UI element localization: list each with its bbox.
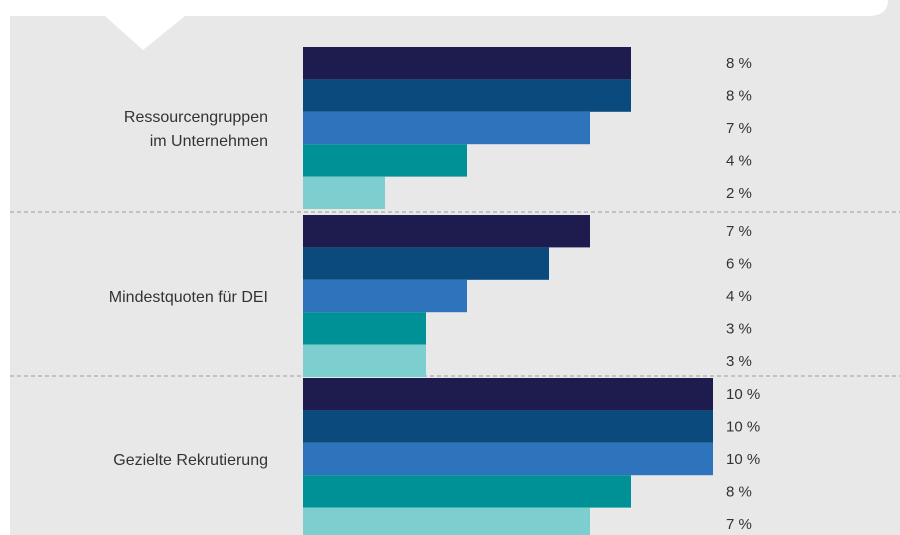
bar [303, 144, 467, 177]
bar [303, 279, 467, 313]
value-label: 3 % [726, 353, 752, 370]
value-label: 10 % [726, 386, 760, 403]
category-label: Mindestquoten für DEI [109, 289, 268, 306]
value-label: 3 % [726, 320, 752, 337]
callout-box [10, 0, 888, 50]
bar-chart: 8 % 8 % 7 % 4 % 2 % 7 % 6 % 4 % 3 % 3 % 10 % 10 % 10… [10, 0, 900, 535]
callout-pointer [10, 0, 888, 50]
value-label: 2 % [726, 185, 752, 202]
value-label: 4 % [726, 288, 752, 305]
value-label: 4 % [726, 152, 752, 169]
bar [303, 442, 713, 476]
value-label: 10 % [726, 419, 760, 436]
bar [303, 247, 549, 280]
value-label: 8 % [726, 483, 752, 500]
bar [303, 378, 713, 411]
category-labels: Ressourcengruppen im Unternehmen Mindestqu… [109, 109, 268, 469]
value-label: 7 % [726, 223, 752, 240]
group-separators [10, 211, 900, 377]
bar [303, 47, 631, 80]
value-labels: 8 % 8 % 7 % 4 % 2 % 7 % 6 % 4 % 3 % 3 % 10 % 10 % 10… [726, 55, 760, 533]
bars [303, 47, 713, 535]
value-label: 6 % [726, 256, 752, 273]
category-label: Gezielte Rekrutierung [113, 452, 268, 469]
bar [303, 215, 590, 248]
bar [303, 410, 713, 443]
bar [303, 344, 426, 377]
value-label: 7 % [726, 120, 752, 137]
category-label: Ressourcengruppen [124, 109, 268, 126]
bar [303, 176, 385, 209]
value-label: 7 % [726, 516, 752, 533]
category-label: im Unternehmen [150, 133, 268, 150]
value-label: 8 % [726, 88, 752, 105]
bar [303, 79, 631, 112]
bar [303, 312, 426, 345]
bar [303, 507, 590, 535]
value-label: 10 % [726, 451, 760, 468]
chart-area: 8 % 8 % 7 % 4 % 2 % 7 % 6 % 4 % 3 % 3 % 10 % 10 % 10… [10, 0, 900, 535]
bar [303, 111, 590, 145]
value-label: 8 % [726, 55, 752, 72]
bar [303, 475, 631, 508]
